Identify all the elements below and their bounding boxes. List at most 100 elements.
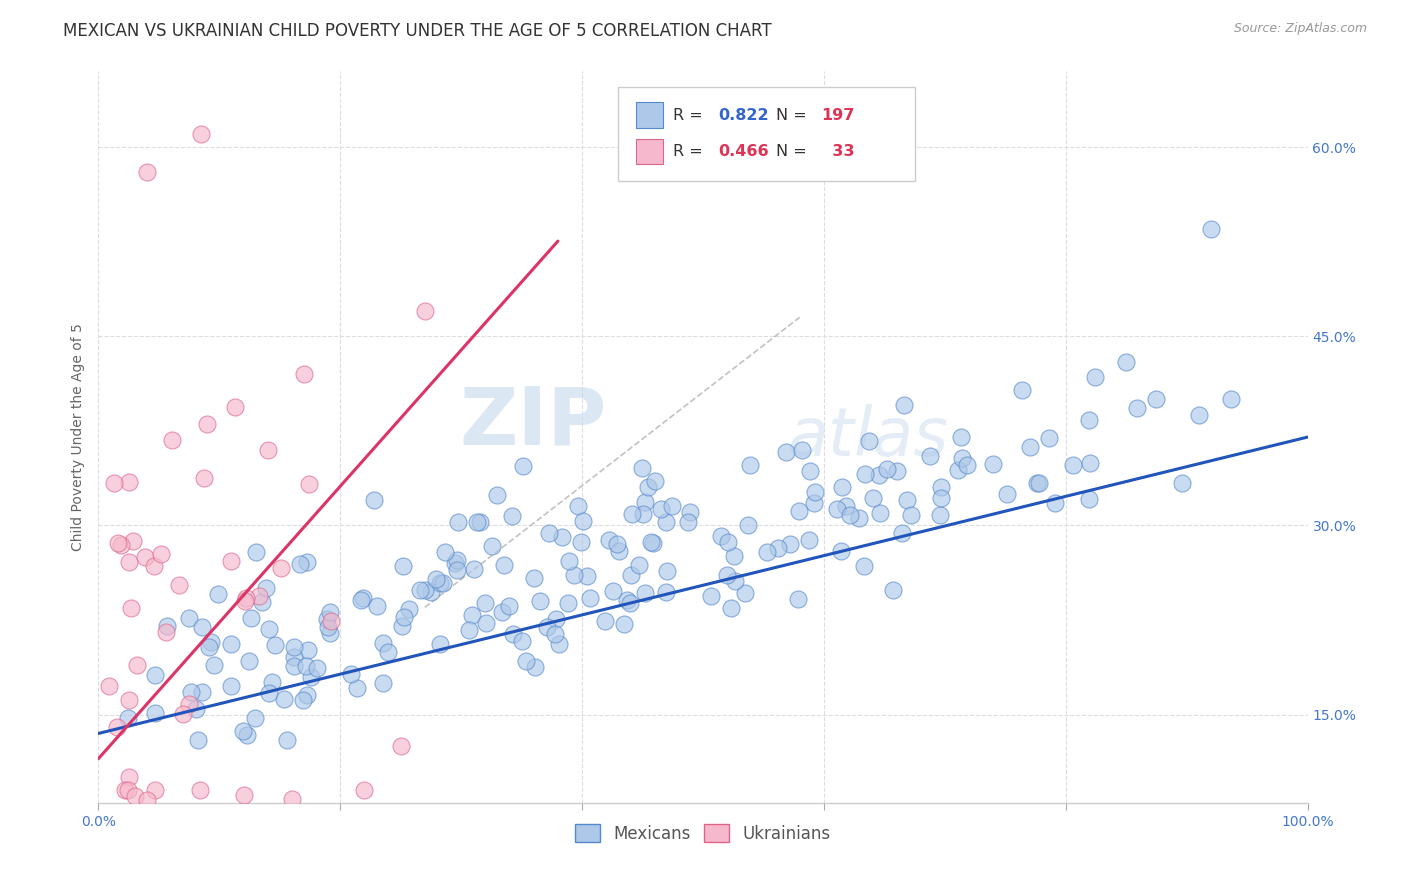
Point [1125, 401, 1147, 415]
Point [295, 689, 318, 703]
Point [377, 645, 399, 659]
Point [297, 642, 319, 657]
Point [321, 614, 343, 628]
Point [291, 693, 314, 707]
Point [247, 589, 270, 603]
Point [117, 555, 139, 569]
Point [716, 567, 738, 582]
Point [607, 544, 630, 558]
Point [177, 611, 200, 625]
Point [446, 563, 468, 577]
Point [353, 783, 375, 797]
Point [167, 578, 190, 592]
Point [232, 789, 254, 803]
Point [273, 691, 295, 706]
Point [238, 654, 260, 668]
Point [569, 534, 592, 549]
Point [491, 605, 513, 619]
Point [678, 504, 700, 518]
Point [492, 558, 515, 572]
Point [882, 582, 904, 597]
Point [862, 491, 884, 505]
Point [562, 568, 585, 582]
Point [134, 549, 156, 564]
Point [114, 783, 136, 797]
Point [929, 491, 952, 506]
Point [734, 586, 756, 600]
Point [413, 583, 436, 598]
Text: N =: N = [776, 145, 811, 160]
Point [283, 649, 305, 664]
Point [787, 503, 810, 517]
Point [1062, 458, 1084, 472]
Point [567, 499, 589, 513]
Point [852, 559, 875, 574]
Point [786, 592, 808, 607]
Point [240, 611, 263, 625]
Point [486, 487, 509, 501]
Point [371, 636, 394, 650]
Point [631, 461, 654, 475]
Point [457, 624, 479, 638]
Point [612, 616, 634, 631]
Point [633, 585, 655, 599]
Point [572, 514, 595, 528]
Point [598, 533, 620, 548]
Point [461, 608, 484, 623]
Point [766, 541, 789, 555]
Text: R =: R = [672, 145, 707, 160]
Point [1144, 392, 1167, 407]
Point [886, 464, 908, 478]
Point [204, 657, 226, 672]
Point [254, 581, 277, 595]
Point [838, 508, 860, 522]
Point [835, 499, 858, 513]
Point [643, 536, 665, 550]
Point [198, 640, 221, 654]
Point [191, 685, 214, 699]
Point [434, 545, 457, 559]
Point [1028, 475, 1050, 490]
Point [929, 508, 952, 522]
Point [738, 458, 761, 472]
Point [186, 702, 208, 716]
Point [120, 601, 142, 615]
Point [371, 676, 394, 690]
Point [283, 659, 305, 673]
Point [869, 506, 891, 520]
Point [463, 562, 485, 576]
Point [245, 711, 267, 725]
Point [1199, 222, 1222, 236]
Point [797, 533, 820, 547]
Point [896, 493, 918, 508]
Point [105, 720, 128, 734]
Point [117, 783, 139, 797]
Point [283, 640, 305, 655]
Point [956, 458, 979, 473]
Point [606, 537, 628, 551]
Point [710, 529, 733, 543]
Point [443, 556, 465, 570]
Point [620, 508, 643, 522]
Point [103, 476, 125, 491]
Point [190, 128, 212, 142]
Bar [637, 102, 664, 128]
Point [557, 596, 579, 610]
Point [634, 495, 657, 509]
Point [723, 549, 745, 564]
Point [465, 515, 488, 529]
Point [755, 545, 778, 559]
Point [191, 620, 214, 634]
Point [593, 614, 616, 628]
Point [117, 770, 139, 784]
Point [891, 526, 914, 541]
Point [446, 515, 468, 529]
Text: Source: ZipAtlas.com: Source: ZipAtlas.com [1233, 22, 1367, 36]
Point [1171, 476, 1194, 491]
Point [257, 686, 280, 700]
Point [501, 509, 523, 524]
Point [1038, 431, 1060, 445]
Point [224, 400, 246, 414]
Point [737, 517, 759, 532]
Point [219, 554, 242, 568]
